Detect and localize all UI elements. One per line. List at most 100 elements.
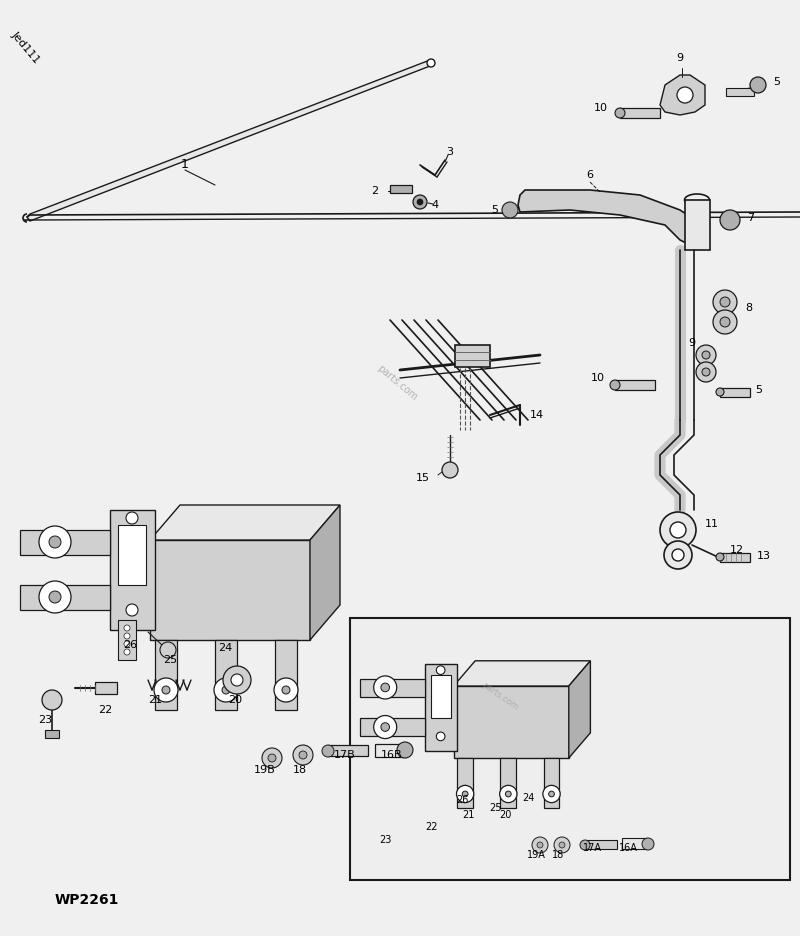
- Bar: [620, 108, 660, 118]
- Circle shape: [720, 297, 730, 307]
- Text: 22: 22: [426, 822, 438, 832]
- Text: 19A: 19A: [526, 850, 546, 860]
- Circle shape: [214, 678, 238, 702]
- Text: 16A: 16A: [618, 843, 638, 853]
- Polygon shape: [310, 505, 340, 640]
- Text: 9: 9: [677, 53, 683, 63]
- Circle shape: [442, 462, 458, 478]
- Circle shape: [750, 77, 766, 93]
- Text: 17A: 17A: [582, 843, 602, 853]
- Text: 22: 22: [98, 705, 112, 715]
- Circle shape: [268, 754, 276, 762]
- Bar: [350, 618, 790, 880]
- Circle shape: [124, 641, 130, 647]
- Text: 9: 9: [688, 338, 695, 348]
- Text: 23: 23: [379, 835, 391, 845]
- Text: 11: 11: [705, 519, 719, 529]
- Circle shape: [500, 785, 517, 803]
- Circle shape: [223, 666, 251, 694]
- Circle shape: [160, 642, 176, 658]
- Circle shape: [549, 791, 554, 797]
- Circle shape: [154, 678, 178, 702]
- Polygon shape: [20, 585, 110, 610]
- Text: Jed111: Jed111: [10, 30, 42, 66]
- Circle shape: [537, 842, 543, 848]
- Circle shape: [39, 581, 71, 613]
- Text: 13: 13: [757, 551, 771, 561]
- Circle shape: [716, 388, 724, 396]
- Bar: [615, 380, 655, 390]
- Text: 1: 1: [181, 158, 189, 171]
- Text: 5: 5: [491, 205, 498, 215]
- Circle shape: [42, 690, 62, 710]
- Text: parts.com: parts.com: [480, 680, 520, 712]
- Circle shape: [660, 512, 696, 548]
- Circle shape: [417, 199, 423, 205]
- Bar: [110, 510, 155, 630]
- Text: 24: 24: [522, 793, 534, 803]
- Bar: [585, 840, 617, 849]
- Circle shape: [502, 202, 518, 218]
- Polygon shape: [458, 758, 473, 809]
- Bar: [726, 88, 754, 96]
- Polygon shape: [501, 758, 516, 809]
- Bar: [118, 620, 136, 660]
- Circle shape: [713, 290, 737, 314]
- Circle shape: [720, 317, 730, 327]
- Circle shape: [39, 526, 71, 558]
- Circle shape: [374, 676, 397, 699]
- Circle shape: [672, 549, 684, 561]
- Text: 21: 21: [148, 695, 162, 705]
- Circle shape: [413, 195, 427, 209]
- Text: 15: 15: [416, 473, 430, 483]
- Circle shape: [702, 368, 710, 376]
- Circle shape: [457, 785, 474, 803]
- Text: 21: 21: [462, 810, 474, 820]
- Text: 4: 4: [431, 200, 438, 210]
- Polygon shape: [275, 640, 297, 710]
- Text: 2: 2: [371, 186, 378, 196]
- Circle shape: [677, 87, 693, 103]
- Bar: [118, 525, 146, 585]
- Text: parts.com: parts.com: [375, 363, 419, 402]
- Bar: [45, 730, 59, 738]
- Bar: [328, 745, 368, 756]
- Text: 6: 6: [586, 170, 594, 180]
- Circle shape: [543, 785, 560, 803]
- Text: 5: 5: [755, 385, 762, 395]
- Polygon shape: [360, 719, 425, 737]
- Polygon shape: [360, 679, 425, 696]
- Text: 20: 20: [499, 810, 511, 820]
- Circle shape: [702, 351, 710, 359]
- Circle shape: [293, 745, 313, 765]
- Circle shape: [49, 591, 61, 603]
- Circle shape: [436, 732, 445, 740]
- Polygon shape: [569, 661, 590, 758]
- Polygon shape: [518, 190, 695, 245]
- Circle shape: [299, 751, 307, 759]
- Circle shape: [670, 522, 686, 538]
- Bar: [375, 744, 405, 757]
- Circle shape: [124, 649, 130, 655]
- Bar: [622, 838, 648, 849]
- Text: 26: 26: [456, 795, 468, 805]
- Text: 7: 7: [747, 213, 754, 223]
- Circle shape: [126, 512, 138, 524]
- Polygon shape: [155, 640, 177, 710]
- Circle shape: [642, 838, 654, 850]
- Circle shape: [615, 108, 625, 118]
- Text: 16B: 16B: [381, 750, 403, 760]
- Circle shape: [124, 633, 130, 639]
- Circle shape: [381, 683, 390, 692]
- Text: 26: 26: [123, 640, 137, 650]
- Circle shape: [664, 541, 692, 569]
- Circle shape: [49, 536, 61, 548]
- Circle shape: [506, 791, 511, 797]
- Polygon shape: [660, 75, 705, 115]
- Circle shape: [580, 840, 590, 850]
- Circle shape: [713, 310, 737, 334]
- Text: 12: 12: [730, 545, 744, 555]
- Text: 20: 20: [228, 695, 242, 705]
- Circle shape: [462, 791, 468, 797]
- Circle shape: [126, 604, 138, 616]
